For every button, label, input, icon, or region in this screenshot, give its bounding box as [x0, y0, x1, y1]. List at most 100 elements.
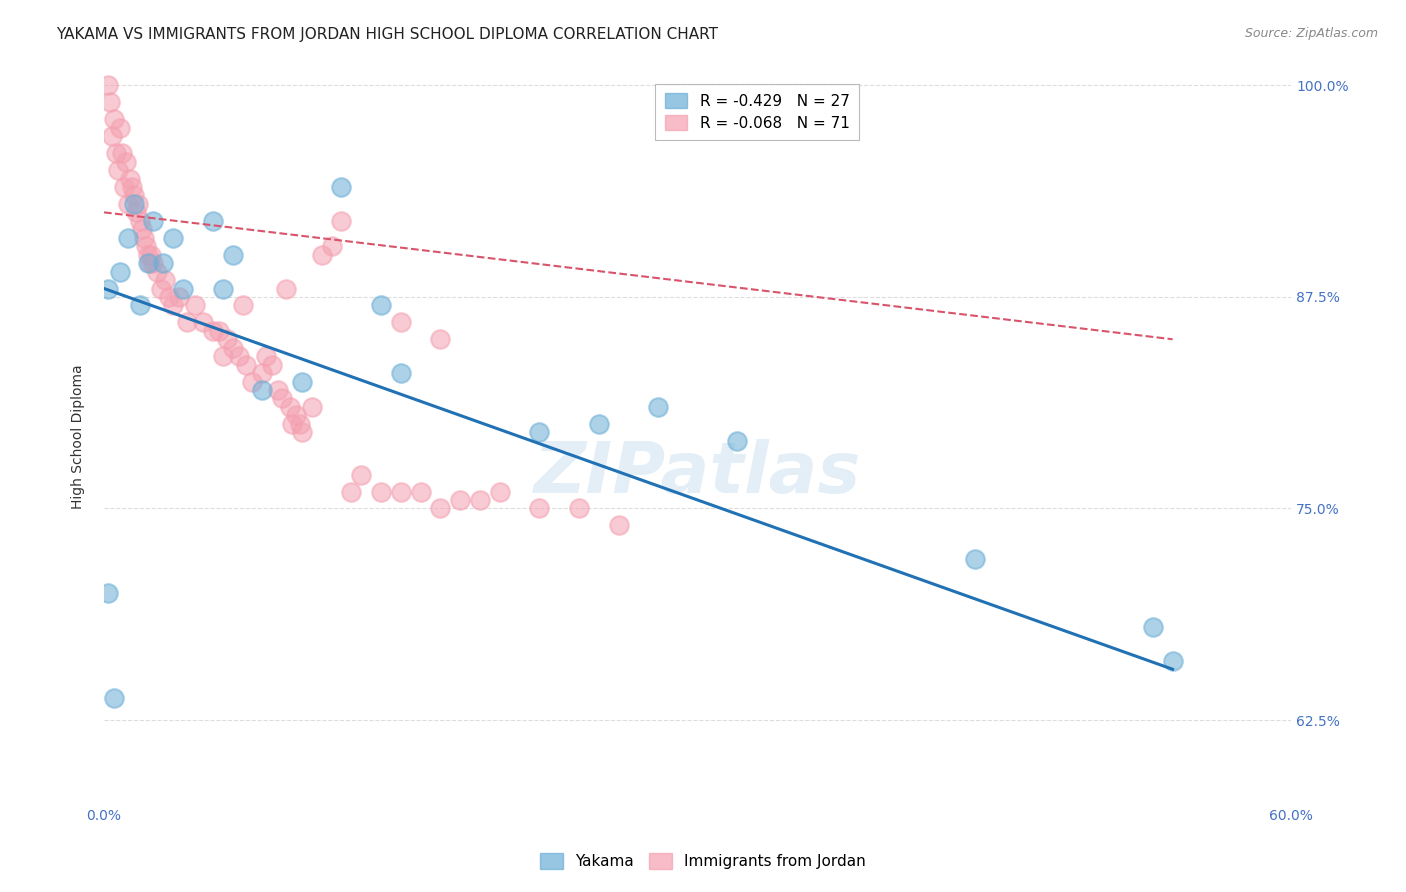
- Point: [131, 222, 153, 236]
- Point: [228, 349, 250, 363]
- Point: [167, 290, 190, 304]
- Point: [468, 493, 491, 508]
- Point: [118, 171, 141, 186]
- Point: [132, 231, 155, 245]
- Point: [242, 375, 264, 389]
- Point: [271, 392, 294, 406]
- Point: [117, 231, 139, 245]
- Point: [162, 298, 184, 312]
- Point: [162, 231, 184, 245]
- Point: [121, 180, 143, 194]
- Point: [138, 256, 160, 270]
- Point: [97, 281, 120, 295]
- Point: [607, 518, 630, 533]
- Point: [1161, 654, 1184, 668]
- Point: [136, 247, 159, 261]
- Point: [191, 315, 214, 329]
- Point: [211, 281, 233, 295]
- Point: [235, 358, 257, 372]
- Point: [529, 425, 551, 440]
- Point: [157, 290, 180, 304]
- Point: [370, 298, 392, 312]
- Point: [429, 501, 451, 516]
- Point: [429, 332, 451, 346]
- Point: [321, 239, 343, 253]
- Point: [141, 247, 163, 261]
- Text: YAKAMA VS IMMIGRANTS FROM JORDAN HIGH SCHOOL DIPLOMA CORRELATION CHART: YAKAMA VS IMMIGRANTS FROM JORDAN HIGH SC…: [56, 27, 718, 42]
- Point: [409, 484, 432, 499]
- Point: [122, 188, 145, 202]
- Point: [136, 256, 159, 270]
- Point: [103, 112, 125, 127]
- Point: [124, 205, 146, 219]
- Point: [288, 417, 311, 431]
- Point: [215, 332, 238, 346]
- Point: [1142, 620, 1164, 634]
- Point: [98, 95, 121, 110]
- Point: [142, 256, 165, 270]
- Point: [389, 366, 412, 380]
- Point: [568, 501, 591, 516]
- Point: [340, 484, 363, 499]
- Point: [330, 180, 353, 194]
- Text: Source: ZipAtlas.com: Source: ZipAtlas.com: [1244, 27, 1378, 40]
- Point: [122, 197, 145, 211]
- Point: [117, 197, 139, 211]
- Point: [155, 273, 177, 287]
- Text: ZIPatlas: ZIPatlas: [534, 439, 862, 508]
- Point: [389, 484, 412, 499]
- Point: [103, 691, 125, 706]
- Point: [127, 197, 149, 211]
- Point: [311, 247, 333, 261]
- Point: [108, 120, 131, 135]
- Point: [252, 383, 274, 397]
- Point: [370, 484, 392, 499]
- Point: [108, 264, 131, 278]
- Point: [97, 78, 120, 93]
- Point: [274, 281, 297, 295]
- Point: [104, 146, 127, 161]
- Point: [291, 375, 314, 389]
- Legend: Yakama, Immigrants from Jordan: Yakama, Immigrants from Jordan: [534, 847, 872, 875]
- Point: [231, 298, 253, 312]
- Point: [301, 400, 323, 414]
- Point: [725, 434, 748, 448]
- Point: [267, 383, 290, 397]
- Point: [221, 247, 243, 261]
- Point: [350, 467, 373, 482]
- Point: [111, 146, 134, 161]
- Point: [128, 214, 150, 228]
- Point: [184, 298, 207, 312]
- Point: [588, 417, 610, 431]
- Point: [112, 180, 135, 194]
- Point: [291, 425, 314, 440]
- Point: [146, 264, 169, 278]
- Point: [142, 214, 165, 228]
- Point: [330, 214, 353, 228]
- Point: [262, 358, 284, 372]
- Point: [152, 256, 174, 270]
- Point: [208, 324, 231, 338]
- Point: [211, 349, 233, 363]
- Point: [101, 129, 124, 144]
- Point: [107, 163, 129, 178]
- Point: [284, 409, 307, 423]
- Point: [97, 586, 120, 600]
- Point: [963, 552, 986, 566]
- Point: [128, 298, 150, 312]
- Point: [114, 154, 136, 169]
- Point: [135, 239, 157, 253]
- Point: [221, 341, 243, 355]
- Y-axis label: High School Diploma: High School Diploma: [72, 364, 86, 508]
- Point: [647, 400, 669, 414]
- Point: [252, 366, 274, 380]
- Point: [488, 484, 510, 499]
- Point: [281, 417, 304, 431]
- Point: [278, 400, 301, 414]
- Point: [529, 501, 551, 516]
- Point: [201, 214, 224, 228]
- Point: [172, 281, 194, 295]
- Point: [389, 315, 412, 329]
- Point: [176, 315, 198, 329]
- Point: [254, 349, 277, 363]
